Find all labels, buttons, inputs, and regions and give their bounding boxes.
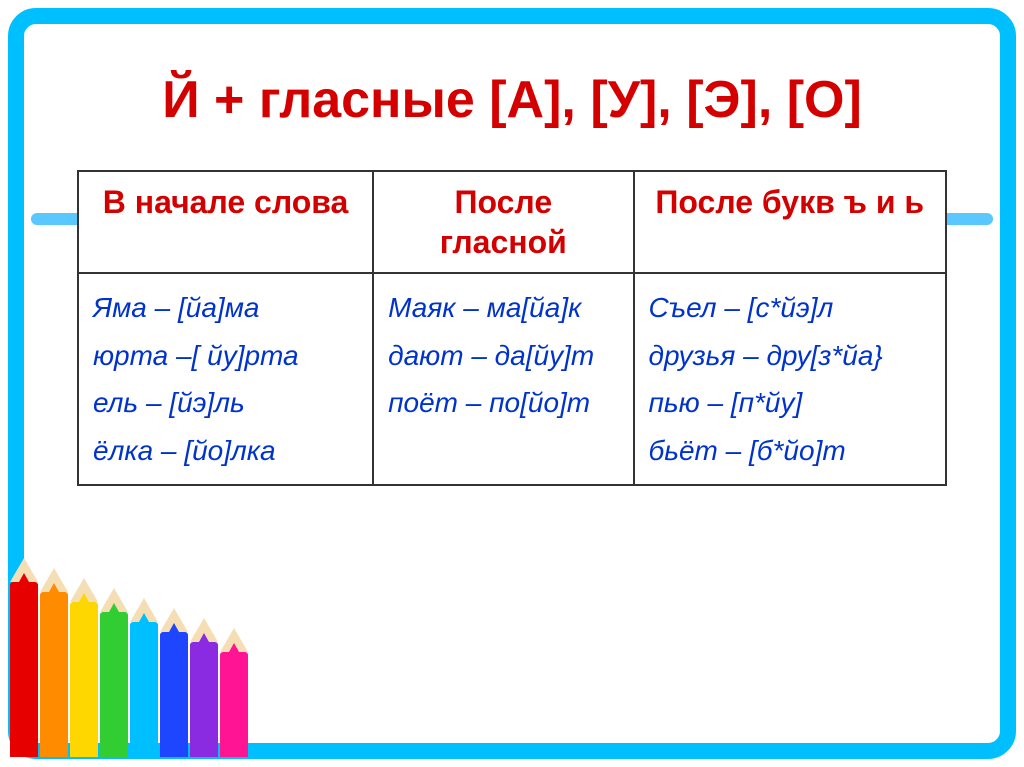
cell-col3: Съел – [с*йэ]л друзья – дру[з*йа} пью – … xyxy=(634,273,947,485)
pencil-icon xyxy=(160,632,190,757)
pencil-icon xyxy=(40,592,70,757)
pencil-icon xyxy=(220,652,250,757)
pencil-icon xyxy=(130,622,160,757)
cell-col1: Яма – [йа]ма юрта –[ йу]рта ель – [йэ]ль… xyxy=(78,273,373,485)
header-col1: В начале слова xyxy=(78,171,373,273)
main-table: В начале слова После гласной После букв … xyxy=(77,170,947,486)
cell-col2: Маяк – ма[йа]к дают – да[йу]т поёт – по[… xyxy=(373,273,633,485)
pencil-icon xyxy=(190,642,220,757)
page-title: Й + гласные [А], [У], [Э], [О] xyxy=(40,70,984,130)
header-col2: После гласной xyxy=(373,171,633,273)
table-row: Яма – [йа]ма юрта –[ йу]рта ель – [йэ]ль… xyxy=(78,273,946,485)
header-col3: После букв ъ и ь xyxy=(634,171,947,273)
pencil-decor xyxy=(10,582,250,757)
pencil-icon xyxy=(100,612,130,757)
pencil-icon xyxy=(70,602,100,757)
pencil-icon xyxy=(10,582,40,757)
